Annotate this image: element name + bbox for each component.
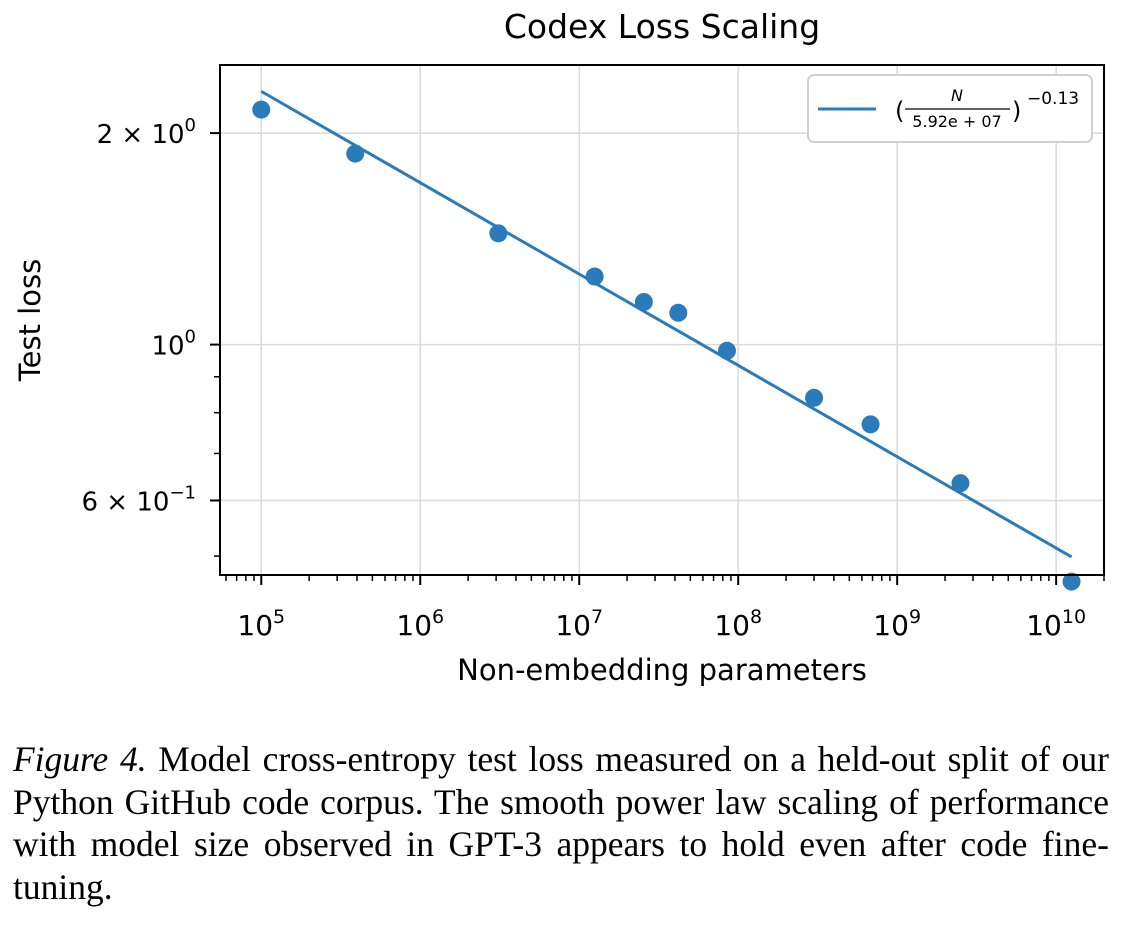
data-point bbox=[717, 341, 736, 360]
data-points-layer bbox=[252, 100, 1081, 591]
x-axis-label: Non-embedding parameters bbox=[457, 653, 867, 687]
chart-svg: 105 106 107 108 109 1010 2 × 100 100 6 × 10−1 Co… bbox=[13, 7, 1105, 687]
x-tick-label: 1010 bbox=[1026, 606, 1086, 642]
y-tick-label: 100 bbox=[151, 327, 196, 362]
legend-denominator: 5.92e + 07 bbox=[912, 112, 1001, 131]
data-point bbox=[951, 474, 970, 493]
x-tick-label: 108 bbox=[714, 606, 762, 642]
x-tick-label: 109 bbox=[873, 606, 921, 642]
legend: ( N 5.92e + 07 ) −0.13 bbox=[807, 74, 1093, 143]
data-point bbox=[805, 388, 824, 407]
chart-figure: 105 106 107 108 109 1010 2 × 100 100 6 × 10−1 Co… bbox=[13, 7, 1105, 687]
x-tick-label: 106 bbox=[396, 606, 444, 642]
axis-ticks bbox=[210, 132, 1105, 585]
caption-label: Figure 4. bbox=[13, 739, 147, 779]
data-point bbox=[489, 224, 508, 243]
fit-line bbox=[260, 90, 1073, 559]
data-point bbox=[669, 303, 688, 322]
data-point bbox=[634, 292, 653, 311]
fit-line-layer bbox=[260, 90, 1073, 559]
data-point bbox=[346, 144, 365, 163]
figure-caption: Figure 4. Model cross-entropy test loss … bbox=[13, 738, 1109, 908]
x-tick-label: 105 bbox=[237, 606, 285, 642]
tick-labels: 105 106 107 108 109 1010 2 × 100 100 6 × 10−1 bbox=[82, 115, 1087, 642]
legend-exponent: −0.13 bbox=[1027, 89, 1079, 109]
data-point bbox=[861, 415, 880, 434]
y-axis-label: Test loss bbox=[13, 259, 47, 382]
grid-lines bbox=[220, 65, 1104, 575]
caption-text: Model cross-entropy test loss measured o… bbox=[13, 739, 1109, 907]
x-tick-label: 107 bbox=[555, 606, 603, 642]
legend-numerator: N bbox=[951, 86, 963, 105]
chart-title: Codex Loss Scaling bbox=[504, 7, 820, 46]
legend-paren-open: ( bbox=[895, 97, 904, 125]
data-point bbox=[585, 267, 604, 286]
data-point bbox=[252, 100, 271, 119]
legend-paren-close: ) bbox=[1012, 97, 1021, 125]
y-tick-label: 2 × 100 bbox=[97, 115, 196, 150]
data-point bbox=[1062, 572, 1081, 591]
plot-frame bbox=[219, 64, 1105, 576]
y-tick-label: 6 × 10−1 bbox=[82, 482, 197, 517]
